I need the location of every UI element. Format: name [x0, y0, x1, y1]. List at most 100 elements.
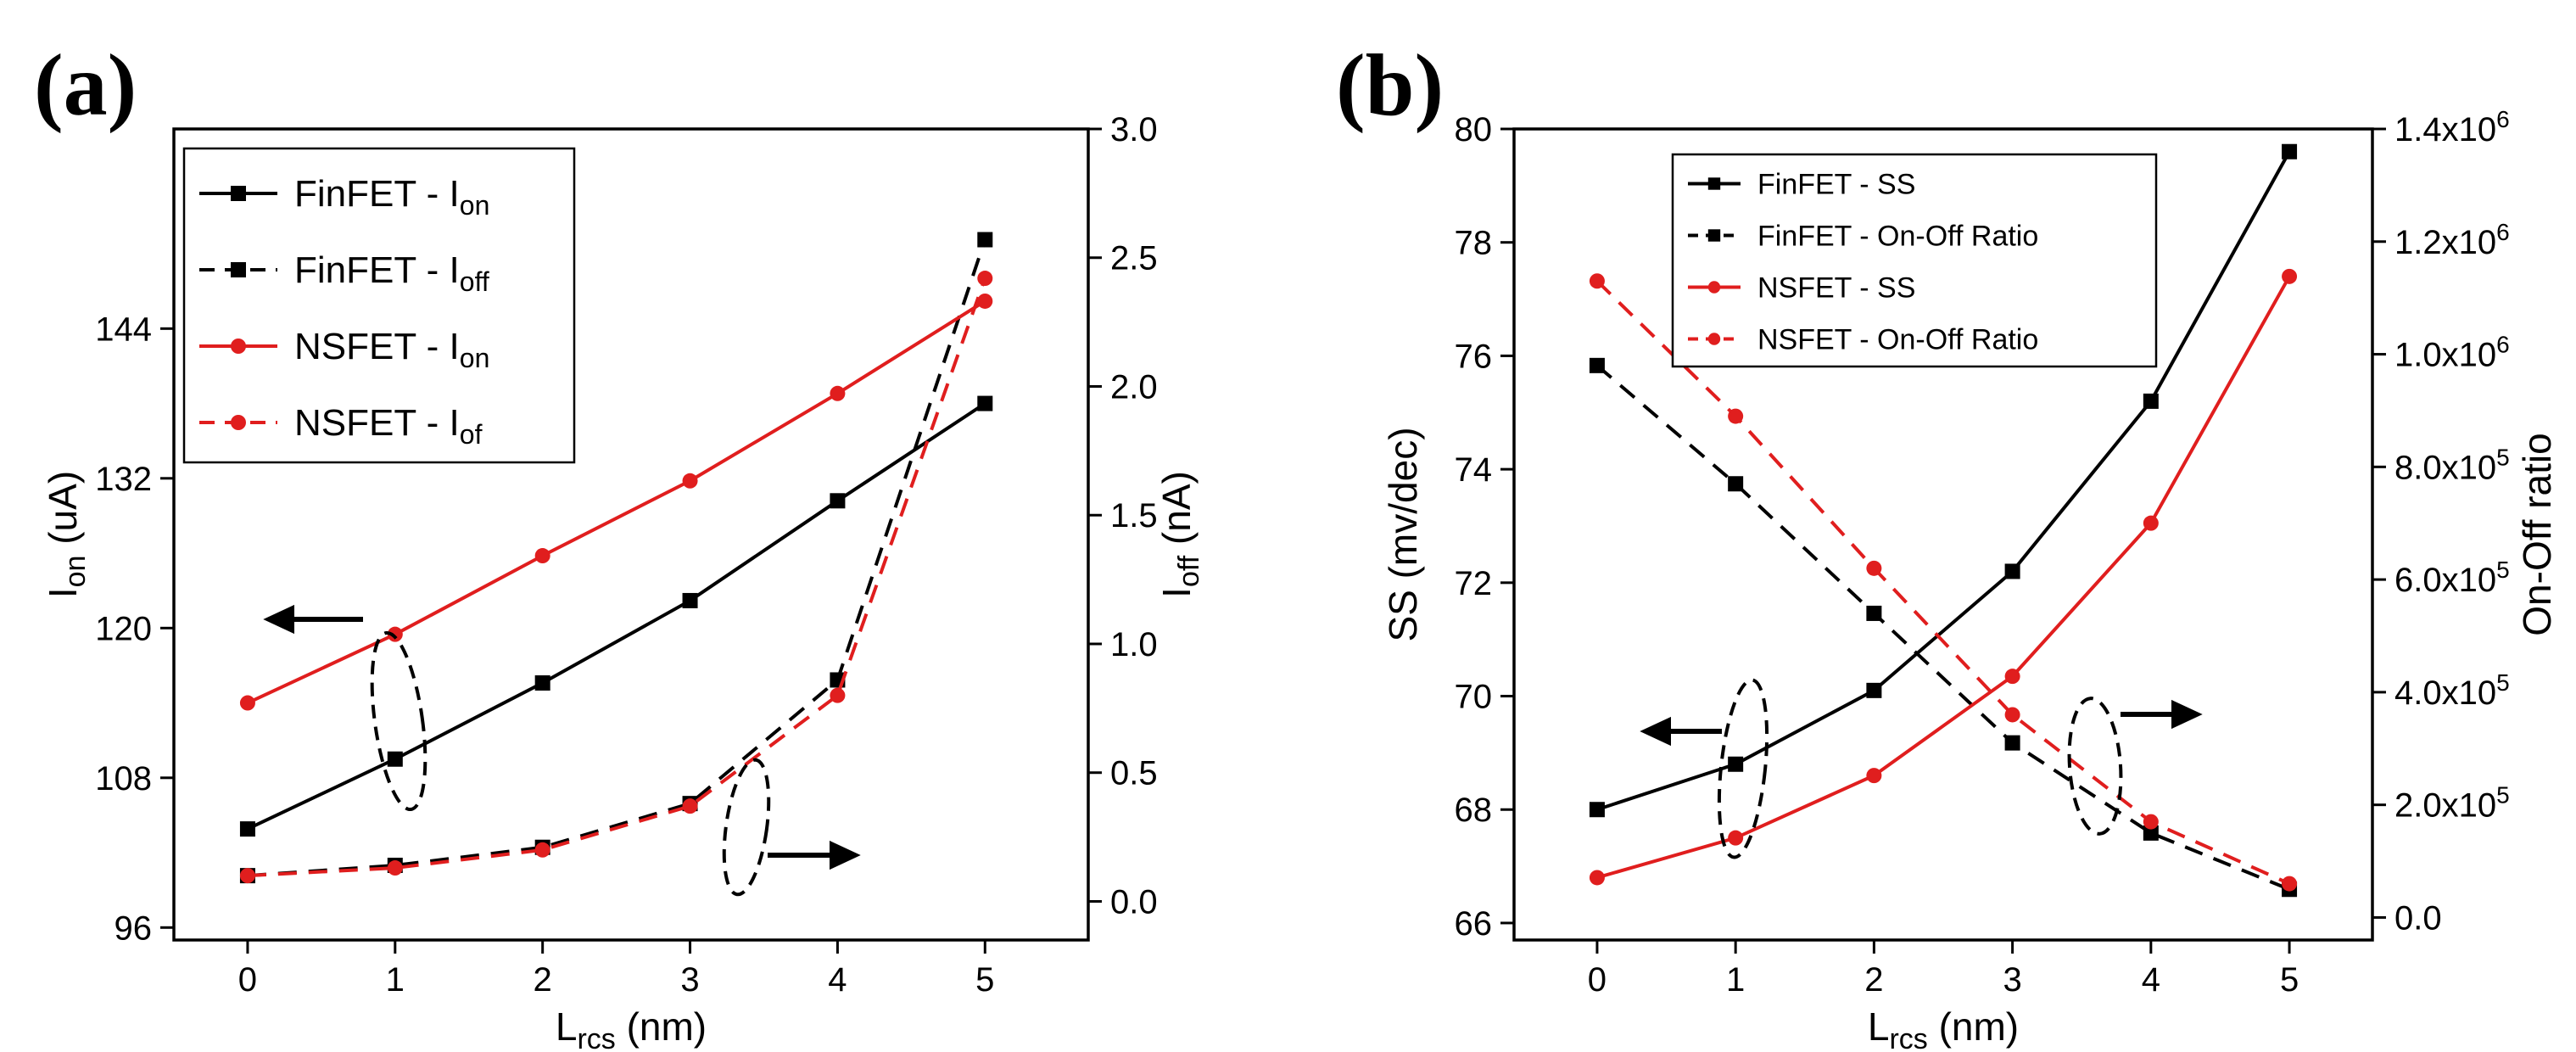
- y2-tick-base: 0.0: [2394, 899, 2442, 937]
- data-point: [2004, 563, 2020, 579]
- y2-tick-exp: 6: [2496, 332, 2510, 358]
- data-point: [239, 695, 255, 711]
- x-tick-label: 1: [386, 961, 405, 999]
- y-tick-label: 70: [1455, 679, 1493, 716]
- data-point: [2143, 825, 2159, 841]
- data-point: [682, 473, 698, 489]
- legend-swatch-marker: [1707, 281, 1721, 294]
- x-tick-label: 4: [2142, 961, 2160, 999]
- data-point: [830, 493, 846, 509]
- x-tick-label: 4: [828, 961, 847, 999]
- y-axis-label: Ion (uA): [41, 471, 92, 598]
- chart-panel-a: (a) 0 1 2 3 4 5 Lrcs (nm) 96 108 120 132 144 Ion (uA)…: [34, 36, 1205, 1052]
- series-line: [247, 277, 987, 878]
- y2-tick-label: 1.2x106: [2394, 219, 2510, 261]
- y2-tick-base: 2.0x10: [2394, 787, 2496, 825]
- series-0: [239, 395, 993, 837]
- panel-label: (b): [1336, 36, 1444, 134]
- x-tick-label: 2: [534, 961, 552, 999]
- legend-swatch-marker: [1707, 177, 1721, 190]
- data-point: [977, 271, 993, 287]
- data-point: [2282, 143, 2298, 159]
- y2-tick-label: 1.0: [1110, 626, 1158, 663]
- data-point: [1728, 408, 1744, 424]
- legend-entry-sub: off: [460, 266, 489, 297]
- y-axis-label-main: SS (mv/dec): [1381, 427, 1425, 641]
- x-axis-label-unit: (nm): [616, 1004, 707, 1049]
- series-line: [247, 299, 986, 705]
- y-tick-label: 74: [1455, 451, 1493, 489]
- y2-tick-base: 6.0x10: [2394, 562, 2496, 599]
- series-line: [247, 401, 986, 831]
- data-point: [1589, 870, 1605, 886]
- x-tick-label: 0: [238, 961, 257, 999]
- legend-swatch-marker: [1707, 333, 1721, 345]
- legend-entry-name: FinFET - I: [294, 173, 460, 215]
- y-tick-label: 78: [1455, 225, 1493, 262]
- y2-tick-label: 8.0x105: [2394, 444, 2510, 486]
- data-point: [2004, 707, 2020, 723]
- y-tick-label: 72: [1455, 565, 1493, 602]
- data-point: [1728, 756, 1744, 772]
- data-point: [239, 821, 255, 837]
- plot-frame: [1512, 127, 2374, 942]
- legend-entry: FinFET - Ioff: [294, 249, 489, 297]
- legend-entry-name: FinFET - SS: [1757, 169, 1915, 201]
- legend-box: [1671, 153, 2158, 368]
- data-point: [977, 232, 993, 248]
- data-point: [1589, 273, 1605, 289]
- legend-entry-name: NSFET - On-Off Ratio: [1757, 324, 2038, 356]
- x-axis-label-main: L: [556, 1004, 578, 1049]
- series-line: [1596, 150, 2291, 812]
- data-point: [1589, 357, 1605, 373]
- series-line: [1596, 275, 2291, 880]
- data-point: [1866, 682, 1882, 698]
- legend-entry-name: FinFET - On-Off Ratio: [1757, 221, 2038, 253]
- data-point: [830, 687, 846, 703]
- x-axis-label-sub: rcs: [577, 1023, 615, 1052]
- data-point: [2143, 814, 2159, 830]
- data-point: [1866, 768, 1882, 784]
- annotation-ellipse: [722, 758, 771, 897]
- y2-tick-base: 8.0x10: [2394, 449, 2496, 486]
- x-tick-label: 1: [1726, 961, 1745, 999]
- x-tick-label: 3: [680, 961, 699, 999]
- legend-entry-name: NSFET - I: [294, 326, 460, 367]
- y2-tick-base: 1.0x10: [2394, 337, 2496, 374]
- y2-axis-label-sub: off: [1173, 555, 1205, 587]
- data-point: [682, 798, 698, 814]
- y2-tick-exp: 5: [2496, 782, 2510, 809]
- series-2: [239, 293, 993, 711]
- y2-tick-label: 4.0x105: [2394, 669, 2510, 712]
- legend: FinFET - I on FinFET - Ioff NSFET - IonNSFE…: [182, 147, 576, 464]
- annotation-ellipse: [370, 630, 427, 812]
- data-point: [682, 592, 698, 608]
- series-3: [239, 271, 993, 884]
- y-axis-label-unit: (uA): [41, 471, 85, 556]
- annotation-ellipse: [1717, 678, 1769, 859]
- y-tick-label: 68: [1455, 792, 1493, 829]
- data-point: [534, 842, 550, 858]
- data-point: [1728, 830, 1744, 846]
- legend-entry: NSFET - On-Off Ratio: [1757, 324, 2038, 356]
- series-1: [1589, 357, 2298, 898]
- data-point: [2004, 735, 2020, 751]
- y-tick-label: 108: [95, 760, 152, 797]
- legend-entry: NSFET - Ion: [294, 326, 489, 373]
- y2-tick-exp: 5: [2496, 669, 2510, 696]
- data-point: [977, 395, 993, 411]
- y2-tick-label: 1.5: [1110, 497, 1158, 534]
- data-point: [387, 751, 403, 767]
- legend-entry-sub: on: [460, 343, 490, 373]
- y-tick-label: 132: [95, 461, 152, 498]
- y2-axis-label-main: On-Off ratio: [2515, 433, 2559, 635]
- y2-tick-label: 1.0x106: [2394, 332, 2510, 374]
- legend-swatch-marker: [231, 262, 246, 277]
- data-point: [2282, 268, 2298, 284]
- legend-swatch-marker: [231, 186, 246, 201]
- series-line: [247, 238, 987, 878]
- series-line: [1595, 279, 2290, 886]
- y2-tick-label: 3.0: [1110, 111, 1158, 148]
- legend-entry: NSFET - SS: [1757, 272, 1915, 305]
